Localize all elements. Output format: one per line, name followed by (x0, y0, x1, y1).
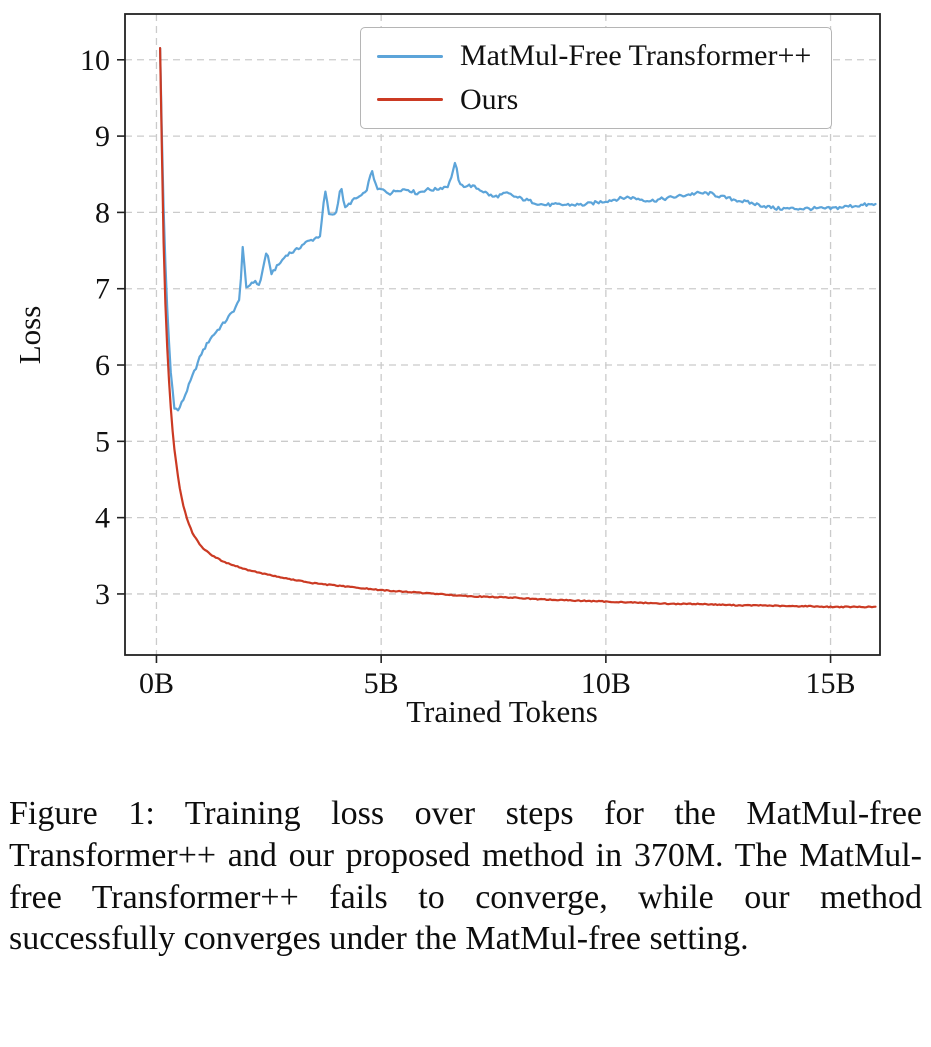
legend-label-matmul-free: MatMul-Free Transformer++ (460, 39, 812, 72)
legend-line-ours (377, 98, 443, 102)
legend-item-matmul-free: MatMul-Free Transformer++ (377, 39, 811, 74)
y-axis-label: Loss (12, 306, 47, 365)
svg-text:9: 9 (95, 120, 110, 153)
training-loss-chart: Loss Trained Tokens 0B 5B 10B 15B 3 4 5 6 7 8 9 10 … (12, 13, 881, 729)
chart-canvas: Loss Trained Tokens 0B 5B 10B 15B 3 4 5 6 7 8 9 10 (12, 13, 881, 729)
svg-text:10B: 10B (581, 667, 631, 700)
svg-text:8: 8 (95, 196, 110, 229)
svg-text:10: 10 (80, 44, 110, 77)
legend-item-ours: Ours (377, 83, 811, 118)
svg-text:0B: 0B (139, 667, 174, 700)
x-axis-label: Trained Tokens (406, 694, 598, 729)
legend-label-ours: Ours (460, 82, 519, 116)
svg-text:15B: 15B (806, 667, 856, 700)
figure-caption: Figure 1: Training loss over steps for t… (9, 795, 922, 958)
svg-text:3: 3 (95, 578, 110, 611)
svg-text:7: 7 (95, 273, 110, 306)
svg-text:5: 5 (95, 425, 110, 458)
svg-text:6: 6 (95, 349, 110, 382)
svg-text:5B: 5B (364, 667, 399, 700)
legend: MatMul-Free Transformer++ Ours (360, 27, 833, 129)
legend-line-matmul-free (377, 54, 443, 58)
svg-text:4: 4 (95, 502, 110, 535)
